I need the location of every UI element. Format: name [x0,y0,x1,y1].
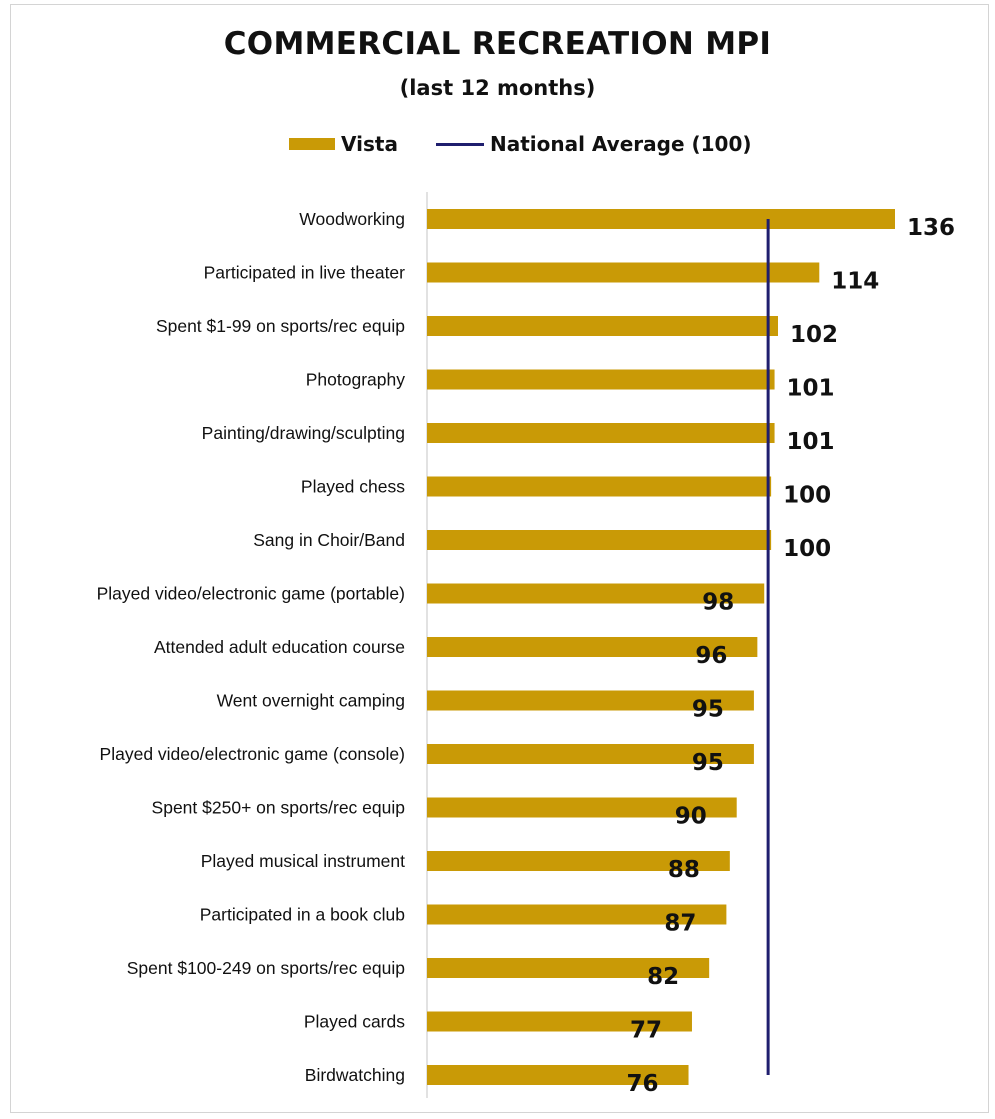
value-label-6: 100 [783,536,831,562]
category-label-4: Painting/drawing/sculpting [202,423,405,443]
category-label-0: Woodworking [299,209,405,229]
value-label-4: 101 [787,429,835,455]
value-label-2: 102 [790,322,838,348]
bar-3 [427,370,775,390]
category-label-6: Sang in Choir/Band [253,530,405,550]
value-label-14: 82 [647,964,679,990]
category-label-14: Spent $100-249 on sports/rec equip [127,958,405,978]
value-label-1: 114 [831,269,879,295]
value-label-15: 77 [630,1018,662,1044]
value-label-11: 90 [675,804,707,830]
category-label-5: Played chess [301,477,405,497]
bar-5 [427,477,771,497]
category-label-3: Photography [306,370,405,390]
category-label-13: Participated in a book club [200,905,405,925]
category-label-16: Birdwatching [305,1065,405,1085]
category-label-10: Played video/electronic game (console) [100,744,405,764]
category-label-7: Played video/electronic game (portable) [97,584,405,604]
value-label-3: 101 [787,376,835,402]
category-label-11: Spent $250+ on sports/rec equip [152,798,405,818]
value-label-7: 98 [702,590,734,616]
category-label-15: Played cards [304,1012,405,1032]
category-label-9: Went overnight camping [217,691,405,711]
bar-6 [427,530,771,550]
value-label-10: 95 [692,750,724,776]
value-label-12: 88 [668,857,700,883]
value-label-13: 87 [664,911,696,937]
value-label-16: 76 [627,1071,659,1097]
category-label-1: Participated in live theater [204,263,406,283]
category-label-2: Spent $1-99 on sports/rec equip [156,316,405,336]
value-label-8: 96 [695,643,727,669]
bar-4 [427,423,775,443]
bar-1 [427,263,819,283]
value-label-0: 136 [907,215,955,241]
bar-0 [427,209,895,229]
category-label-8: Attended adult education course [154,637,405,657]
value-label-9: 95 [692,697,724,723]
category-label-12: Played musical instrument [201,851,405,871]
bar-2 [427,316,778,336]
value-label-5: 100 [783,483,831,509]
